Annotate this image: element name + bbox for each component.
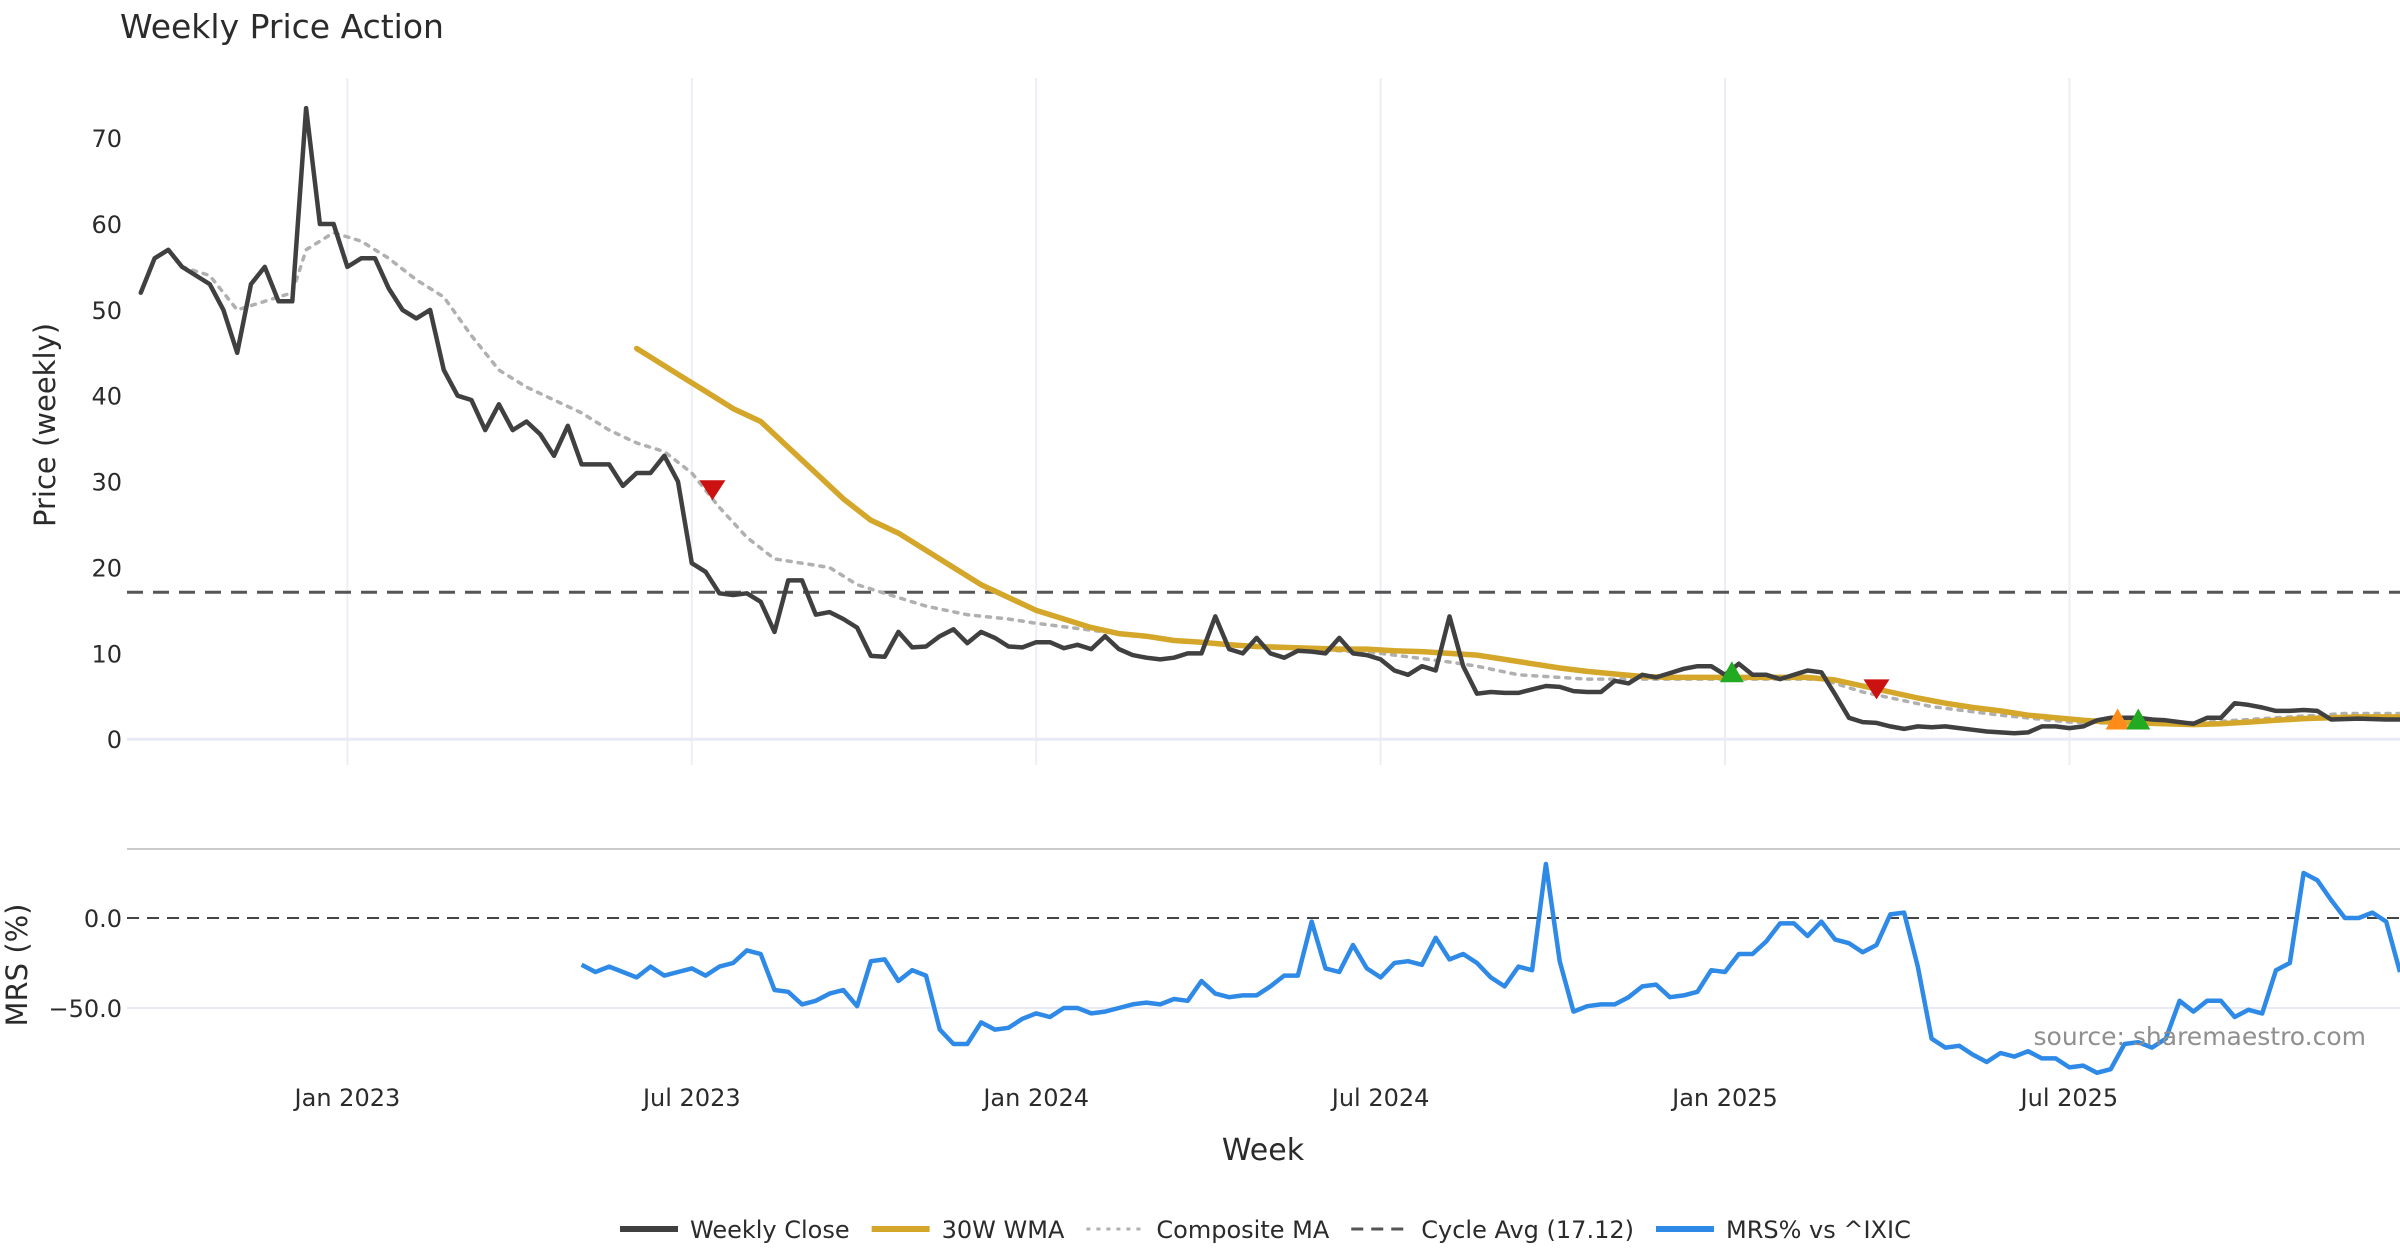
y-tick-label: 70 — [91, 125, 122, 153]
sell-signal-marker — [699, 480, 726, 501]
legend-item: Cycle Avg (17.12) — [1351, 1216, 1634, 1244]
signal-markers — [699, 480, 2151, 730]
buy-signal-marker — [1719, 661, 1744, 683]
price-gridlines — [127, 78, 2400, 765]
mrs-panel: 0.0 −50.0 MRS (%) source: sharemaestro.co… — [0, 861, 2400, 1076]
x-tick-label: Jan 2024 — [981, 1084, 1089, 1112]
legend-item: Weekly Close — [620, 1216, 850, 1244]
price-series — [138, 105, 2400, 736]
buy-signal-marker — [2126, 708, 2151, 730]
legend-label: Composite MA — [1156, 1216, 1329, 1244]
legend-label: Weekly Close — [690, 1216, 850, 1244]
x-tick-label: Jul 2024 — [1330, 1084, 1430, 1112]
buy-weak-signal-marker — [2105, 708, 2130, 730]
x-axis-label: Week — [1222, 1133, 1305, 1168]
x-tick-label: Jul 2023 — [641, 1084, 741, 1112]
y-tick-label: 10 — [91, 640, 122, 668]
y-tick-label: 30 — [91, 469, 122, 497]
price-y-axis-label: Price (weekly) — [28, 323, 62, 527]
composite-ma-line — [180, 230, 2400, 726]
y-tick-label: 60 — [91, 211, 122, 239]
legend-item: MRS% vs ^IXIC — [1655, 1216, 1911, 1244]
x-tick-label: Jul 2025 — [2019, 1084, 2119, 1112]
mrs-line — [580, 861, 2400, 1076]
price-panel: 0 10 20 30 40 50 60 70 Price (weekly) — [28, 78, 2400, 765]
legend-label: Cycle Avg (17.12) — [1421, 1216, 1634, 1244]
x-tick-label: Jan 2023 — [293, 1084, 401, 1112]
y-tick-label: 20 — [91, 554, 122, 582]
mrs-gridlines — [127, 917, 2400, 1009]
y-tick-label: 50 — [91, 297, 122, 325]
legend-item: Composite MA — [1086, 1216, 1330, 1244]
mrs-y-ticks: 0.0 −50.0 — [48, 905, 122, 1023]
mrs-y-tick-label: 0.0 — [84, 905, 122, 933]
mrs-y-axis-label: MRS (%) — [0, 904, 34, 1027]
mrs-y-tick-label: −50.0 — [48, 995, 122, 1023]
price-y-ticks: 0 10 20 30 40 50 60 70 — [91, 125, 122, 754]
legend-label: MRS% vs ^IXIC — [1726, 1216, 1911, 1244]
x-tick-label: Jan 2025 — [1670, 1084, 1778, 1112]
chart-title: Weekly Price Action — [120, 7, 444, 46]
30w-wma-line — [633, 345, 2400, 728]
y-tick-label: 40 — [91, 383, 122, 411]
x-axis-ticks: Jan 2023 Jul 2023 Jan 2024 Jul 2024 Jan 2025… — [293, 1084, 2119, 1112]
legend-item: 30W WMA — [871, 1216, 1065, 1244]
sell-signal-marker — [1863, 679, 1890, 700]
legend: Weekly Close 30W WMA Composite MA Cycle Avg… — [620, 1216, 1911, 1244]
mrs-series — [580, 861, 2400, 1076]
source-note: source: sharemaestro.com — [2034, 1022, 2367, 1051]
y-tick-label: 0 — [107, 726, 122, 754]
legend-label: 30W WMA — [942, 1216, 1065, 1244]
weekly-close-line — [138, 105, 2400, 736]
